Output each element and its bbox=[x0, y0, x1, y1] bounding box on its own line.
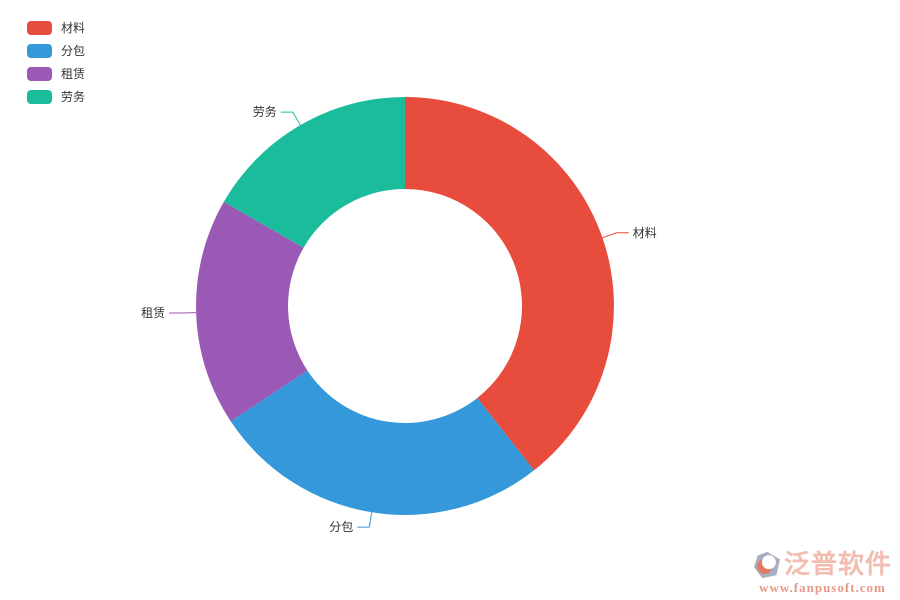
donut-segment-1[interactable] bbox=[230, 370, 535, 515]
segment-label-1: 分包 bbox=[329, 520, 353, 534]
legend-item-subcontract[interactable]: 分包 bbox=[27, 44, 85, 58]
segment-leader-line-1 bbox=[357, 512, 373, 528]
donut-segment-2[interactable] bbox=[196, 201, 308, 422]
legend-swatch-labor bbox=[27, 90, 52, 104]
legend-label-materials: 材料 bbox=[61, 21, 86, 35]
donut-segment-3[interactable] bbox=[223, 97, 405, 248]
legend-swatch-lease bbox=[27, 67, 52, 81]
segment-leader-line-3 bbox=[280, 111, 301, 126]
donut-segment-0[interactable] bbox=[405, 97, 614, 471]
watermark-brand-row: 泛普软件 bbox=[753, 551, 892, 579]
legend-item-labor[interactable]: 劳务 bbox=[27, 90, 85, 104]
legend-item-materials[interactable]: 材料 bbox=[27, 21, 85, 35]
segment-label-3: 劳务 bbox=[253, 104, 277, 119]
fanpu-logo-icon bbox=[753, 551, 781, 579]
legend-label-subcontract: 分包 bbox=[61, 44, 86, 58]
chart-legend: 材料 分包 租赁 劳务 bbox=[27, 21, 85, 113]
segment-label-2: 租赁 bbox=[141, 306, 165, 320]
segment-label-0: 材料 bbox=[633, 226, 657, 240]
watermark-brand-text: 泛普软件 bbox=[783, 550, 892, 579]
watermark-url-text: www.fanpusoft.com bbox=[759, 580, 886, 595]
legend-label-lease: 租赁 bbox=[61, 67, 86, 81]
segment-leader-line-0 bbox=[602, 232, 629, 239]
legend-label-labor: 劳务 bbox=[61, 90, 86, 104]
watermark: 泛普软件 www.fanpusoft.com bbox=[753, 551, 892, 596]
legend-swatch-subcontract bbox=[27, 44, 52, 58]
legend-item-lease[interactable]: 租赁 bbox=[27, 67, 85, 81]
legend-swatch-materials bbox=[27, 21, 52, 35]
